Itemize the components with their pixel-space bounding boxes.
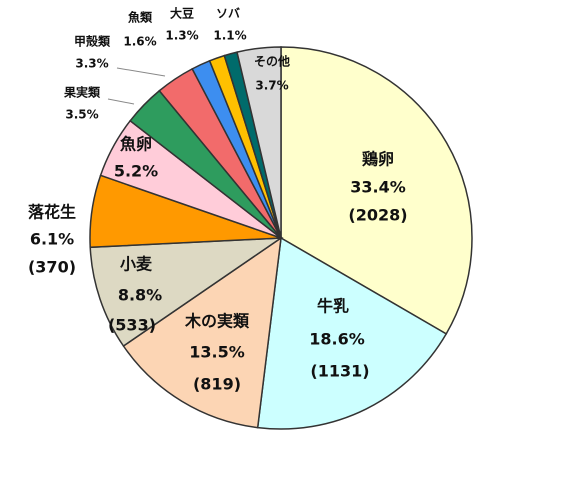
pie-slice xyxy=(256,236,448,430)
slice-label: 魚卵 xyxy=(120,135,152,154)
pie-slice xyxy=(280,46,473,335)
slice-label: 落花生 xyxy=(28,203,76,222)
value-label: 3.7% xyxy=(255,79,288,93)
slice-label: 大豆 xyxy=(170,6,194,21)
slice-label: 牛乳 xyxy=(317,297,349,316)
count-label: (819) xyxy=(193,375,241,394)
slice-label: その他 xyxy=(254,54,290,69)
slice-label: 魚類 xyxy=(128,10,153,25)
value-label: 3.5% xyxy=(65,108,98,122)
count-label: (533) xyxy=(108,316,156,335)
value-label: 5.2% xyxy=(114,162,158,181)
value-label: 3.3% xyxy=(75,57,108,71)
value-label: 8.8% xyxy=(118,286,162,305)
leader-line xyxy=(107,98,135,105)
pie-slice xyxy=(89,237,284,348)
slice-label: ソバ xyxy=(216,7,240,21)
slice-label: 木の実類 xyxy=(184,312,250,331)
leader-line xyxy=(116,67,166,77)
value-label: 1.6% xyxy=(123,35,156,49)
pie-slice xyxy=(122,236,282,429)
value-label: 18.6% xyxy=(309,330,365,349)
slice-label: 鶏卵 xyxy=(362,150,394,169)
slice-label: 小麦 xyxy=(120,255,153,274)
value-label: 13.5% xyxy=(189,343,245,362)
pie-slice xyxy=(236,46,282,239)
value-label: 1.3% xyxy=(165,29,198,43)
count-label: (1131) xyxy=(310,362,369,381)
slice-label: 果実類 xyxy=(63,85,101,100)
count-label: (2028) xyxy=(348,206,407,225)
count-label: (370) xyxy=(28,258,76,277)
value-label: 33.4% xyxy=(350,178,406,197)
slice-label: 甲殻類 xyxy=(74,34,111,49)
value-label: 6.1% xyxy=(30,230,74,249)
value-label: 1.1% xyxy=(213,29,246,43)
